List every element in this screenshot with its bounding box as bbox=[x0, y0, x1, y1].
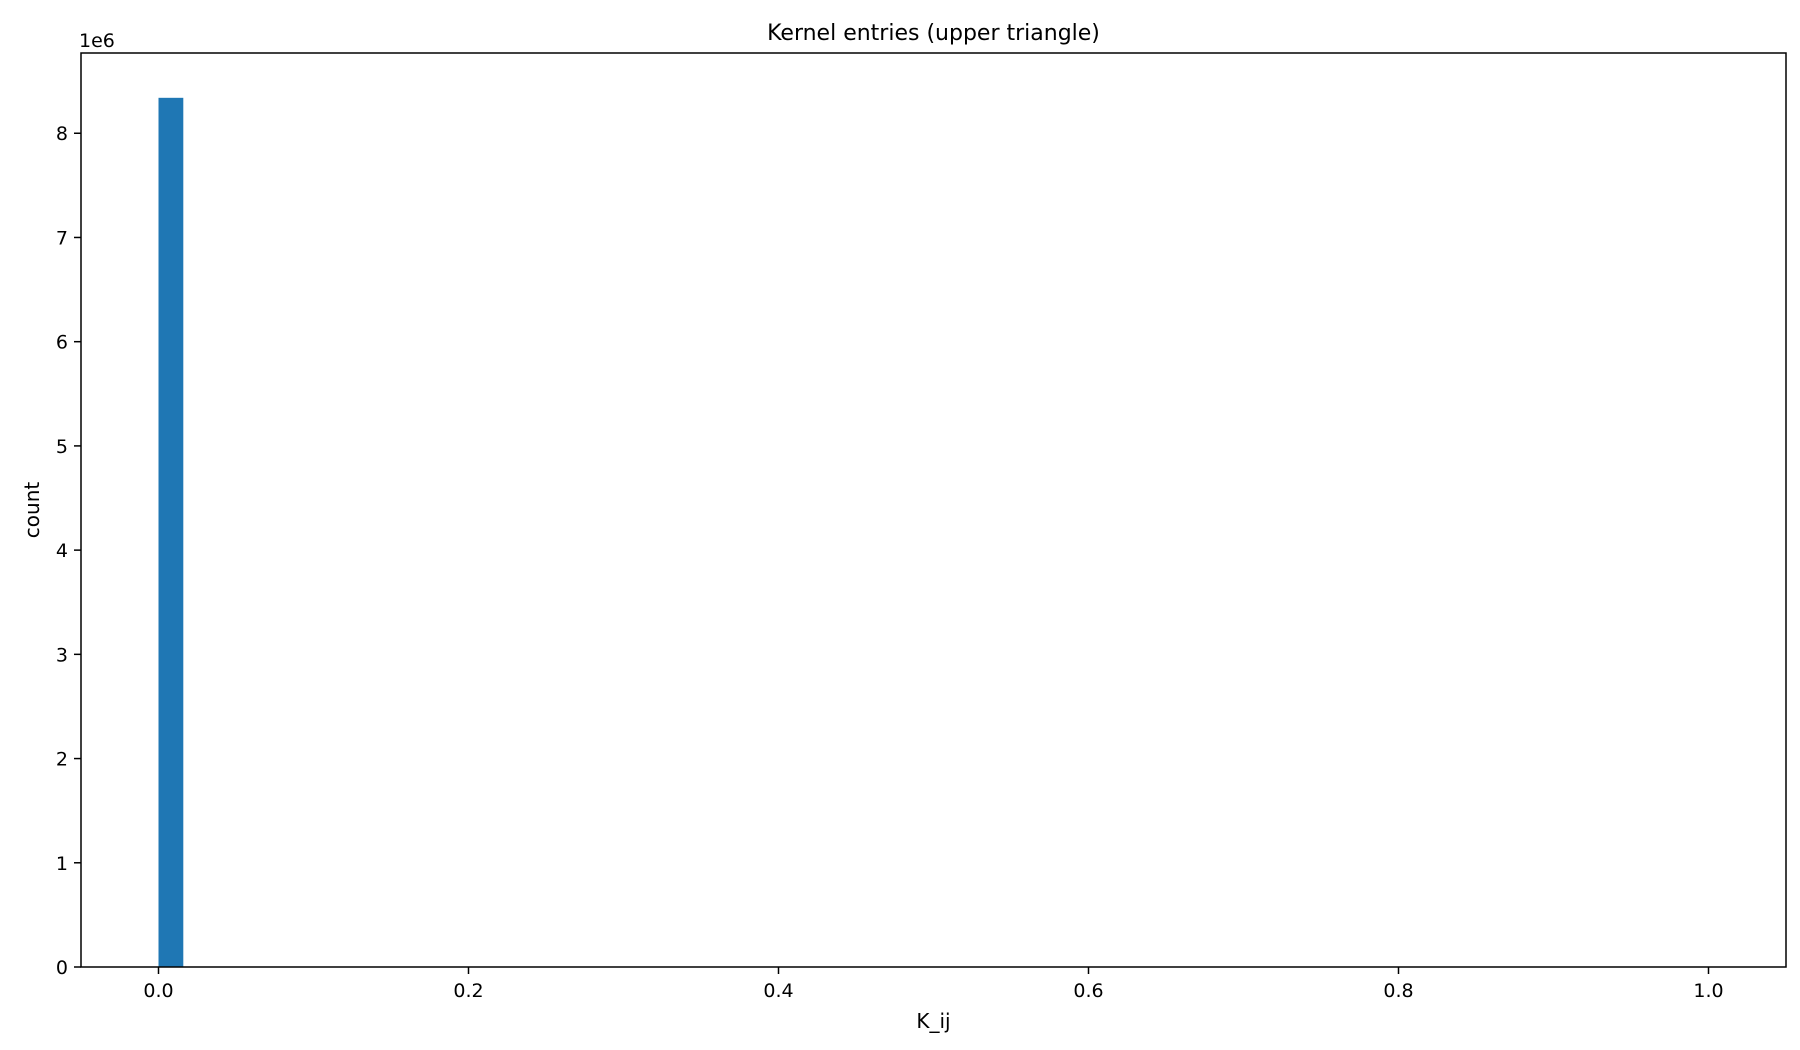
y-tick-label: 3 bbox=[56, 644, 68, 666]
y-tick-label: 0 bbox=[56, 957, 68, 979]
x-tick-label: 0.6 bbox=[1073, 980, 1103, 1002]
y-tick-label: 6 bbox=[56, 332, 68, 354]
y-tick-label: 1 bbox=[56, 853, 68, 875]
x-tick-label: 1.0 bbox=[1693, 980, 1723, 1002]
y-axis-ticks: 0 1 2 3 4 5 6 7 8 bbox=[56, 123, 81, 979]
x-tick-label: 0.0 bbox=[143, 980, 173, 1002]
x-axis-ticks: 0.0 0.2 0.4 0.6 0.8 1.0 bbox=[143, 967, 1724, 1002]
x-axis-label: K_ij bbox=[916, 1009, 950, 1033]
y-tick-label: 8 bbox=[56, 123, 68, 145]
axes-frame bbox=[80, 52, 1787, 968]
x-tick-label: 0.2 bbox=[453, 980, 483, 1002]
y-tick-label: 2 bbox=[56, 749, 68, 771]
y-axis-offset-label: 1e6 bbox=[79, 30, 115, 52]
histogram-bar bbox=[158, 97, 184, 967]
x-tick-label: 0.4 bbox=[763, 980, 793, 1002]
y-tick-label: 5 bbox=[56, 436, 68, 458]
x-tick-label: 0.8 bbox=[1383, 980, 1413, 1002]
plot-area bbox=[158, 97, 184, 967]
y-tick-label: 7 bbox=[56, 227, 68, 249]
y-tick-label: 4 bbox=[56, 540, 68, 562]
chart-title: Kernel entries (upper triangle) bbox=[767, 21, 1100, 46]
y-axis-label: count bbox=[20, 482, 44, 539]
